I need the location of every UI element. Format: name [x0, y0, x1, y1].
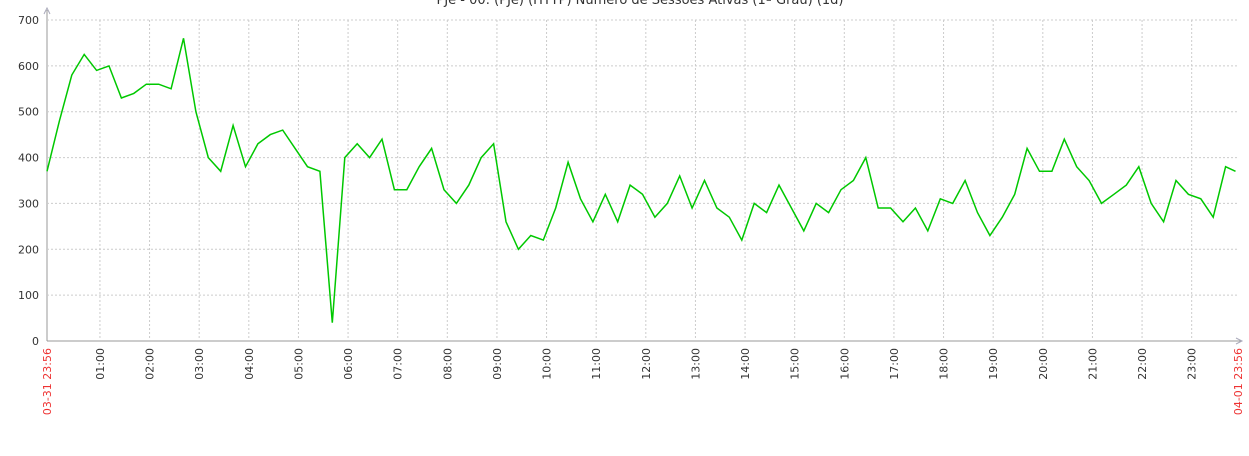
- x-tick-label: 12:00: [640, 348, 653, 380]
- x-axis-arrow: [1235, 337, 1244, 345]
- y-tick-label: 300: [18, 197, 39, 210]
- x-tick-label: 09:00: [491, 348, 504, 380]
- x-tick-label: 04:00: [243, 348, 256, 380]
- x-tick-label: 13:00: [689, 348, 702, 380]
- y-tick-label: 0: [32, 335, 39, 348]
- y-tick-label: 700: [18, 14, 39, 27]
- x-tick-label: 10:00: [541, 348, 554, 380]
- x-tick-label: 01:00: [94, 348, 107, 380]
- x-tick-label: 18:00: [938, 348, 951, 380]
- y-axis-arrow: [43, 6, 51, 15]
- x-tick-label: 22:00: [1136, 348, 1149, 380]
- x-tick-label: 03:00: [193, 348, 206, 380]
- x-range-label: 04-01 23:56: [1232, 348, 1245, 415]
- x-tick-label: 23:00: [1186, 348, 1199, 380]
- x-tick-label: 05:00: [292, 348, 305, 380]
- x-range-label: 03-31 23:56: [41, 348, 54, 415]
- y-tick-label: 200: [18, 243, 39, 256]
- x-tick-label: 07:00: [392, 348, 405, 380]
- chart-title: PJe - 00: (PJe) (HTTP) Número de Sessões…: [436, 0, 843, 8]
- x-tick-label: 11:00: [590, 348, 603, 380]
- x-tick-label: 17:00: [888, 348, 901, 380]
- x-tick-label: 06:00: [342, 348, 355, 380]
- x-tick-label: 21:00: [1086, 348, 1099, 380]
- x-tick-label: 20:00: [1037, 348, 1050, 380]
- x-tick-label: 14:00: [739, 348, 752, 380]
- y-tick-label: 600: [18, 60, 39, 73]
- x-tick-label: 15:00: [789, 348, 802, 380]
- y-tick-label: 500: [18, 106, 39, 119]
- x-tick-label: 02:00: [144, 348, 157, 380]
- line: [46, 38, 1236, 323]
- x-tick-label: 19:00: [987, 348, 1000, 380]
- x-tick-label: 08:00: [441, 348, 454, 380]
- y-tick-label: 400: [18, 152, 39, 165]
- x-tick-label: 16:00: [838, 348, 851, 380]
- y-tick-label: 100: [18, 289, 39, 302]
